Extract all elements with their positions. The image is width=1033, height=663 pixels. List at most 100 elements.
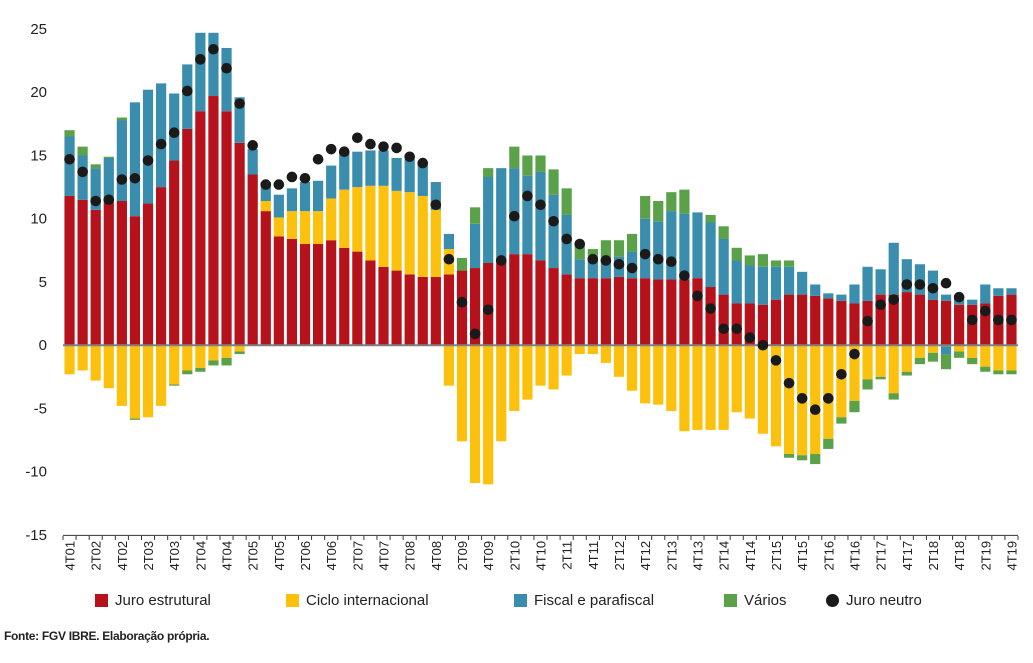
bar-varios — [888, 393, 899, 400]
x-tick-label: 2T04 — [193, 541, 208, 571]
bar-juro-estrutural — [705, 287, 716, 346]
bar-varios — [640, 195, 651, 219]
juro-neutro-point — [430, 199, 442, 211]
bar-fiscal — [90, 168, 101, 210]
bar-fiscal — [600, 261, 612, 279]
bar-fiscal — [888, 242, 899, 295]
x-tick-label: 2T02 — [89, 541, 104, 571]
bar-fiscal — [640, 218, 651, 279]
bar-juro-estrutural — [313, 244, 324, 346]
juro-neutro-point — [535, 199, 546, 211]
x-tick-label: 2T18 — [926, 541, 941, 571]
bar-ciclo-internacional — [169, 345, 180, 385]
juro-neutro-point — [168, 127, 180, 139]
bar-ciclo-internacional — [954, 345, 965, 352]
bar-juro-estrutural — [954, 304, 965, 346]
bar-ciclo-internacional — [443, 345, 455, 386]
bar-juro-estrutural — [587, 278, 598, 346]
bar-ciclo-internacional — [718, 345, 729, 430]
bar-varios — [116, 117, 127, 121]
source-note: Fonte: FGV IBRE. Elaboração própria. — [4, 629, 210, 643]
bar-ciclo-internacional — [64, 345, 75, 375]
x-tick-label: 4T16 — [847, 541, 862, 571]
legend-item-juro-neutro: Juro neutro — [826, 589, 922, 611]
juro-neutro-point — [1006, 314, 1017, 326]
x-tick-label: 2T13 — [664, 541, 679, 571]
bar-fiscal — [1006, 288, 1017, 295]
bar-juro-estrutural — [810, 295, 821, 346]
bar-ciclo-internacional — [182, 345, 193, 371]
juro-neutro-point — [639, 248, 651, 260]
bar-juro-estrutural — [417, 276, 428, 346]
bar-fiscal — [653, 221, 664, 280]
bar-juro-estrutural — [469, 268, 481, 346]
bar-juro-estrutural — [783, 294, 795, 346]
legend-swatch-juro-estrutural — [95, 593, 108, 607]
legend-item-varios: Vários — [724, 589, 787, 611]
bar-juro-estrutural — [600, 278, 612, 346]
bar-fiscal — [247, 149, 258, 175]
bar-fiscal — [169, 93, 180, 161]
bar-juro-estrutural — [496, 260, 507, 346]
bar-ciclo-internacional — [496, 345, 507, 442]
bar-juro-estrutural — [679, 279, 690, 346]
bar-juro-estrutural — [234, 142, 245, 346]
bar-ciclo-internacional — [404, 192, 415, 275]
bar-fiscal — [208, 32, 219, 97]
juro-neutro-point — [391, 142, 402, 154]
bar-ciclo-internacional — [391, 190, 402, 271]
y-tick-label: 10 — [30, 211, 47, 228]
bar-fiscal — [313, 180, 324, 212]
y-tick-label: -10 — [25, 464, 47, 481]
bar-ciclo-internacional — [339, 189, 350, 248]
x-tick-label: 4T18 — [952, 541, 967, 571]
bar-ciclo-internacional — [208, 345, 219, 361]
juro-neutro-point — [325, 143, 337, 155]
x-tick-label: 2T15 — [769, 541, 784, 571]
bar-ciclo-internacional — [326, 198, 337, 241]
juro-neutro-point — [495, 255, 507, 266]
bar-fiscal — [535, 171, 546, 261]
bar-juro-estrutural — [940, 300, 952, 346]
legend-item-ciclo-internacional: Ciclo internacional — [286, 589, 429, 611]
bar-juro-estrutural — [823, 298, 834, 346]
bar-fiscal — [339, 151, 350, 190]
bar-juro-estrutural — [299, 244, 311, 346]
x-tick-label: 4T10 — [534, 541, 549, 571]
bar-ciclo-internacional — [234, 345, 245, 352]
bar-juro-estrutural — [404, 274, 415, 346]
juro-neutro-point — [953, 291, 965, 303]
bar-fiscal — [469, 223, 481, 269]
bar-ciclo-internacional — [378, 185, 389, 267]
bar-ciclo-internacional — [260, 201, 271, 212]
bar-fiscal — [666, 211, 677, 280]
bar-varios — [875, 376, 886, 380]
bar-fiscal — [234, 97, 245, 143]
x-tick-label: 4T04 — [220, 541, 235, 571]
bar-ciclo-internacional — [692, 345, 703, 430]
bar-ciclo-internacional — [927, 345, 939, 353]
juro-neutro-point — [129, 172, 141, 184]
bar-varios — [613, 240, 625, 257]
juro-neutro-point — [783, 377, 795, 389]
bar-fiscal — [522, 175, 533, 255]
legend-item-juro-estrutural: Juro estrutural — [95, 589, 211, 611]
y-tick-label: 15 — [30, 148, 47, 165]
bar-ciclo-internacional — [626, 345, 638, 391]
bar-ciclo-internacional — [313, 211, 324, 245]
bar-fiscal — [587, 259, 598, 279]
bar-varios — [914, 357, 925, 365]
x-tick-label: 2T10 — [507, 541, 522, 571]
y-tick-label: 5 — [39, 274, 47, 291]
x-tick-label: 2T19 — [978, 541, 993, 571]
bar-ciclo-internacional — [221, 345, 232, 358]
bar-ciclo-internacional — [469, 345, 481, 484]
bar-fiscal — [417, 163, 428, 196]
bar-fiscal — [901, 259, 912, 293]
juro-neutro-point — [744, 332, 756, 343]
juro-neutro-point — [993, 314, 1004, 326]
juro-neutro-point — [966, 314, 978, 326]
bar-fiscal — [326, 165, 337, 199]
bar-varios — [705, 214, 716, 223]
bar-juro-estrutural — [483, 262, 494, 346]
